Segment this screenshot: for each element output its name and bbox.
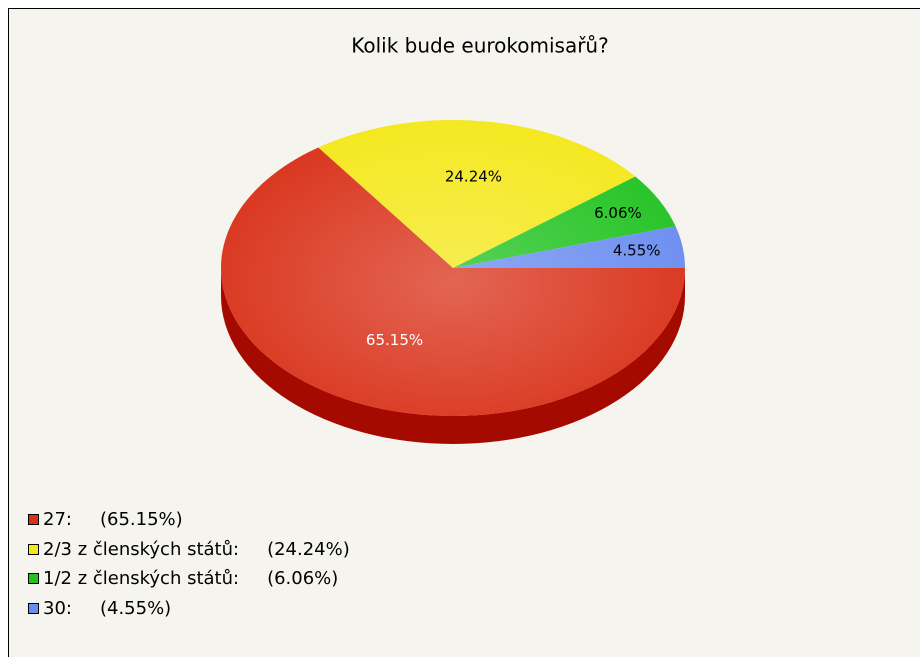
legend-swatch	[28, 543, 39, 555]
legend-value: (24.24%)	[267, 538, 350, 560]
pie-side	[221, 268, 685, 444]
legend-swatch	[28, 573, 39, 585]
slice-label: 24.24%	[445, 168, 502, 186]
slice-label: 65.15%	[366, 331, 423, 349]
chart-title: Kolik bude eurokomisařů?	[351, 34, 608, 58]
legend-value: (4.55%)	[99, 597, 172, 619]
legend-value: (65.15%)	[99, 509, 183, 531]
slice-label: 6.06%	[594, 204, 642, 222]
pie-shine	[221, 120, 685, 416]
legend-item: 30: (4.55%)	[28, 594, 350, 624]
legend-swatch	[28, 514, 39, 526]
legend-label: 30:	[43, 597, 72, 619]
legend-swatch	[28, 602, 39, 614]
slice-label: 4.55%	[613, 242, 661, 260]
legend-label: 2/3 z členských států:	[43, 538, 240, 560]
legend-item: 27: (65.15%)	[28, 505, 350, 535]
legend-item: 2/3 z členských států: (24.24%)	[28, 535, 350, 565]
legend: 27: (65.15%) 2/3 z členských států: (24.24%…	[28, 505, 350, 623]
legend-item: 1/2 z členských států: (6.06%)	[28, 564, 350, 594]
legend-label: 27:	[43, 509, 72, 531]
legend-label: 1/2 z členských států:	[43, 568, 240, 590]
legend-value: (6.06%)	[267, 568, 339, 590]
